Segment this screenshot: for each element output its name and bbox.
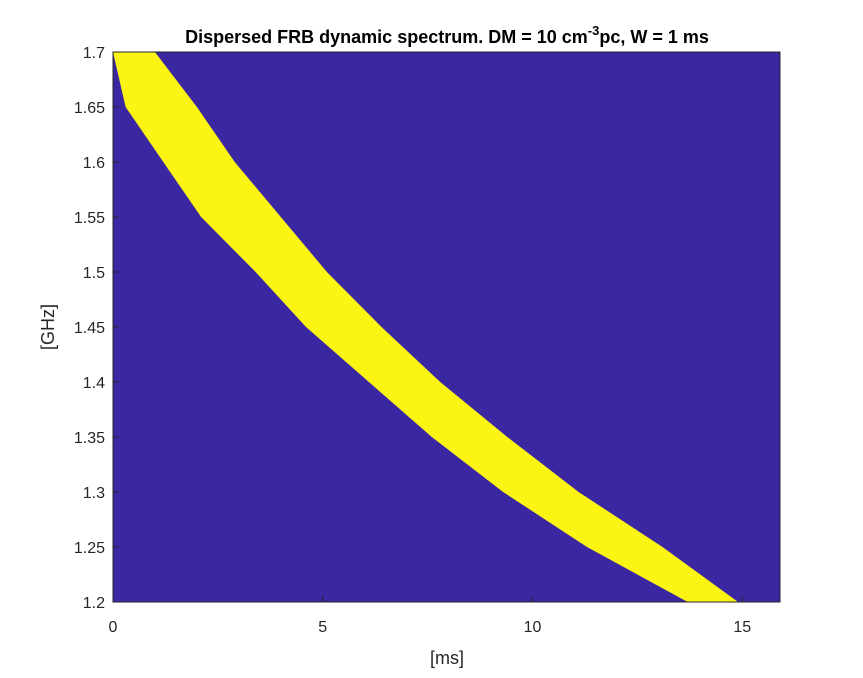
- y-axis-ticks: 1.2 1.25 1.3 1.35 1.4 1.45 1.5 1.55 1.6 1.65 1.7: [74, 45, 119, 612]
- x-axis-label: [ms]: [430, 648, 464, 668]
- heatmap-background: [113, 52, 780, 602]
- title-main: Dispersed FRB dynamic spectrum. DM = 10 …: [185, 27, 588, 47]
- y-tick-label: 1.55: [74, 210, 105, 227]
- y-tick-label: 1.2: [83, 595, 105, 612]
- y-tick-label: 1.65: [74, 100, 105, 117]
- title-superscript: -3: [588, 23, 600, 38]
- x-tick-label: 10: [524, 619, 542, 636]
- y-axis-label: [GHz]: [38, 304, 58, 350]
- y-tick-label: 1.4: [83, 375, 105, 392]
- x-tick-label: 15: [733, 619, 751, 636]
- y-tick-label: 1.6: [83, 155, 105, 172]
- x-tick-label: 5: [318, 619, 327, 636]
- chart-title: Dispersed FRB dynamic spectrum. DM = 10 …: [185, 23, 709, 47]
- y-tick-label: 1.25: [74, 540, 105, 557]
- frb-dispersed-pulse-band: [113, 52, 739, 602]
- chart-title-text: Dispersed FRB dynamic spectrum. DM = 10 …: [185, 23, 709, 47]
- x-axis-ticks: 0 5 10 15: [109, 596, 751, 636]
- y-tick-label: 1.45: [74, 320, 105, 337]
- title-suffix: pc, W = 1 ms: [599, 27, 709, 47]
- y-tick-label: 1.35: [74, 430, 105, 447]
- x-tick-label: 0: [109, 619, 118, 636]
- y-tick-label: 1.5: [83, 265, 105, 282]
- y-tick-label: 1.7: [83, 45, 105, 62]
- plot-area: [112, 51, 781, 603]
- y-tick-label: 1.3: [83, 485, 105, 502]
